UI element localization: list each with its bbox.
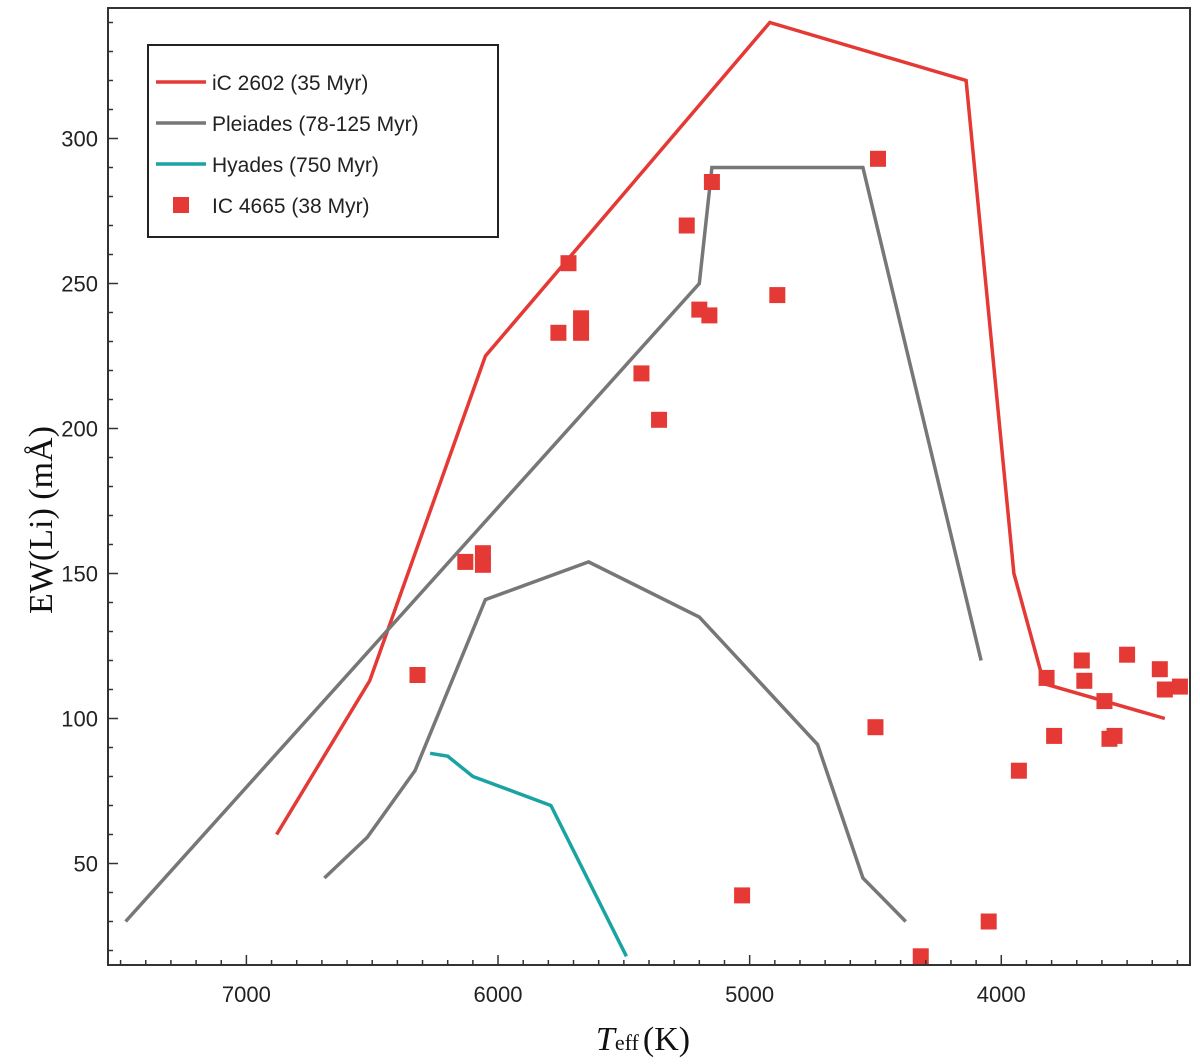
data-point (550, 324, 567, 341)
legend: iC 2602 (35 Myr) Pleiades (78-125 Myr) Hya… (147, 44, 499, 238)
x-axis-label: Teff (K) (596, 1021, 690, 1058)
axes: 50 100 150 200 250 300 7000 6000 5000 4000 (61, 7, 1191, 1007)
series-line (124, 165, 983, 923)
legend-label: IC 4665 (38 Myr) (212, 195, 370, 218)
series-line (323, 559, 907, 923)
data-point (701, 307, 718, 324)
x-tick-label: 7000 (222, 982, 271, 1007)
data-point (1096, 693, 1113, 710)
legend-label: Pleiades (78-125 Myr) (212, 113, 419, 136)
y-tick-label: 200 (61, 417, 98, 442)
plot-area (124, 20, 1188, 965)
data-point (1171, 678, 1188, 695)
data-point (1038, 669, 1055, 686)
data-point (1010, 762, 1027, 779)
y-tick-label: 50 (74, 852, 98, 877)
data-point (1046, 727, 1063, 744)
series-1 (124, 165, 983, 923)
data-point (573, 324, 590, 341)
data-point (1151, 661, 1168, 678)
data-point (869, 150, 886, 167)
y-tick-label: 150 (61, 562, 98, 587)
series-2 (429, 751, 628, 958)
legend-box (147, 44, 499, 238)
legend-label: Hyades (750 Myr) (212, 154, 379, 177)
data-point (651, 411, 668, 428)
data-point (633, 365, 650, 382)
data-point (1076, 672, 1093, 689)
data-point (678, 217, 695, 234)
data-point (573, 310, 590, 327)
x-tick-label: 5000 (725, 982, 774, 1007)
x-axis-label-sub: eff (615, 1030, 640, 1055)
data-point (457, 553, 474, 570)
series-3 (409, 150, 1188, 965)
data-point (1073, 652, 1090, 669)
x-tick-label: 4000 (977, 982, 1026, 1007)
x-axis-label-unit: (K) (643, 1021, 690, 1058)
data-point (912, 948, 929, 965)
data-point (409, 667, 426, 683)
data-point (474, 556, 491, 573)
y-axis-label: EW(Li) (mÅ) (23, 426, 60, 614)
legend-swatch (173, 197, 189, 213)
y-tick-label: 250 (61, 272, 98, 297)
data-point (703, 174, 720, 190)
data-point (769, 287, 786, 304)
data-point (734, 887, 751, 904)
data-point (1106, 727, 1123, 744)
data-point (867, 719, 884, 736)
data-point (1119, 646, 1136, 663)
y-tick-label: 300 (61, 127, 98, 152)
x-axis-label-main: T (596, 1021, 617, 1058)
x-tick-label: 6000 (474, 982, 523, 1007)
data-point (980, 913, 997, 930)
legend-label: iC 2602 (35 Myr) (212, 72, 368, 95)
series-line (429, 751, 628, 958)
y-tick-label: 100 (61, 707, 98, 732)
data-point (1156, 681, 1173, 698)
data-point (560, 255, 577, 272)
